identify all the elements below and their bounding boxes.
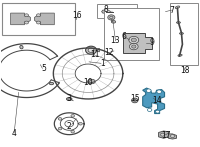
Circle shape bbox=[171, 135, 174, 138]
Circle shape bbox=[147, 108, 152, 112]
FancyBboxPatch shape bbox=[104, 8, 159, 60]
FancyBboxPatch shape bbox=[170, 3, 198, 66]
Text: 6: 6 bbox=[121, 32, 126, 41]
Text: 7: 7 bbox=[169, 6, 174, 15]
Circle shape bbox=[156, 110, 160, 113]
Text: 12: 12 bbox=[104, 48, 114, 57]
Text: 5: 5 bbox=[41, 64, 46, 73]
Circle shape bbox=[129, 43, 138, 50]
Text: 13: 13 bbox=[110, 36, 120, 45]
Ellipse shape bbox=[66, 97, 72, 100]
Circle shape bbox=[36, 14, 40, 17]
Text: 1: 1 bbox=[101, 59, 105, 68]
Text: 15: 15 bbox=[130, 94, 140, 103]
Ellipse shape bbox=[86, 46, 97, 54]
Circle shape bbox=[132, 98, 138, 103]
Circle shape bbox=[68, 98, 71, 100]
Polygon shape bbox=[87, 79, 95, 84]
Circle shape bbox=[25, 14, 29, 17]
Text: 3: 3 bbox=[67, 95, 72, 103]
Polygon shape bbox=[123, 33, 152, 53]
Circle shape bbox=[146, 89, 151, 92]
Circle shape bbox=[161, 133, 165, 136]
FancyBboxPatch shape bbox=[2, 3, 75, 35]
Circle shape bbox=[25, 21, 29, 24]
Text: 17: 17 bbox=[161, 131, 170, 140]
Text: 9: 9 bbox=[149, 38, 154, 47]
Ellipse shape bbox=[175, 6, 180, 9]
Polygon shape bbox=[143, 88, 165, 113]
Circle shape bbox=[108, 15, 115, 20]
Circle shape bbox=[58, 118, 62, 120]
Circle shape bbox=[131, 38, 136, 42]
Ellipse shape bbox=[176, 22, 180, 23]
FancyBboxPatch shape bbox=[97, 4, 137, 18]
Ellipse shape bbox=[178, 54, 182, 56]
Circle shape bbox=[71, 115, 75, 117]
Polygon shape bbox=[159, 131, 176, 139]
Polygon shape bbox=[34, 13, 54, 25]
Polygon shape bbox=[11, 13, 30, 25]
Ellipse shape bbox=[20, 45, 23, 49]
Ellipse shape bbox=[111, 20, 116, 23]
Circle shape bbox=[110, 16, 113, 19]
Text: 16: 16 bbox=[72, 11, 82, 20]
Circle shape bbox=[129, 36, 139, 44]
Text: 14: 14 bbox=[152, 96, 161, 105]
Circle shape bbox=[36, 21, 40, 24]
Circle shape bbox=[133, 99, 136, 101]
Circle shape bbox=[71, 130, 75, 133]
Text: 11: 11 bbox=[90, 50, 100, 59]
Circle shape bbox=[79, 122, 82, 125]
Ellipse shape bbox=[88, 48, 94, 52]
Circle shape bbox=[58, 127, 62, 130]
Circle shape bbox=[157, 90, 162, 93]
Ellipse shape bbox=[112, 11, 116, 12]
Ellipse shape bbox=[179, 33, 183, 34]
Text: 2: 2 bbox=[67, 122, 72, 131]
Ellipse shape bbox=[49, 82, 54, 85]
Polygon shape bbox=[96, 49, 99, 52]
Text: 4: 4 bbox=[11, 129, 16, 138]
Text: 10: 10 bbox=[83, 78, 93, 87]
Polygon shape bbox=[102, 10, 106, 13]
Circle shape bbox=[132, 45, 136, 48]
Text: 18: 18 bbox=[181, 66, 190, 75]
Text: 8: 8 bbox=[104, 5, 108, 14]
